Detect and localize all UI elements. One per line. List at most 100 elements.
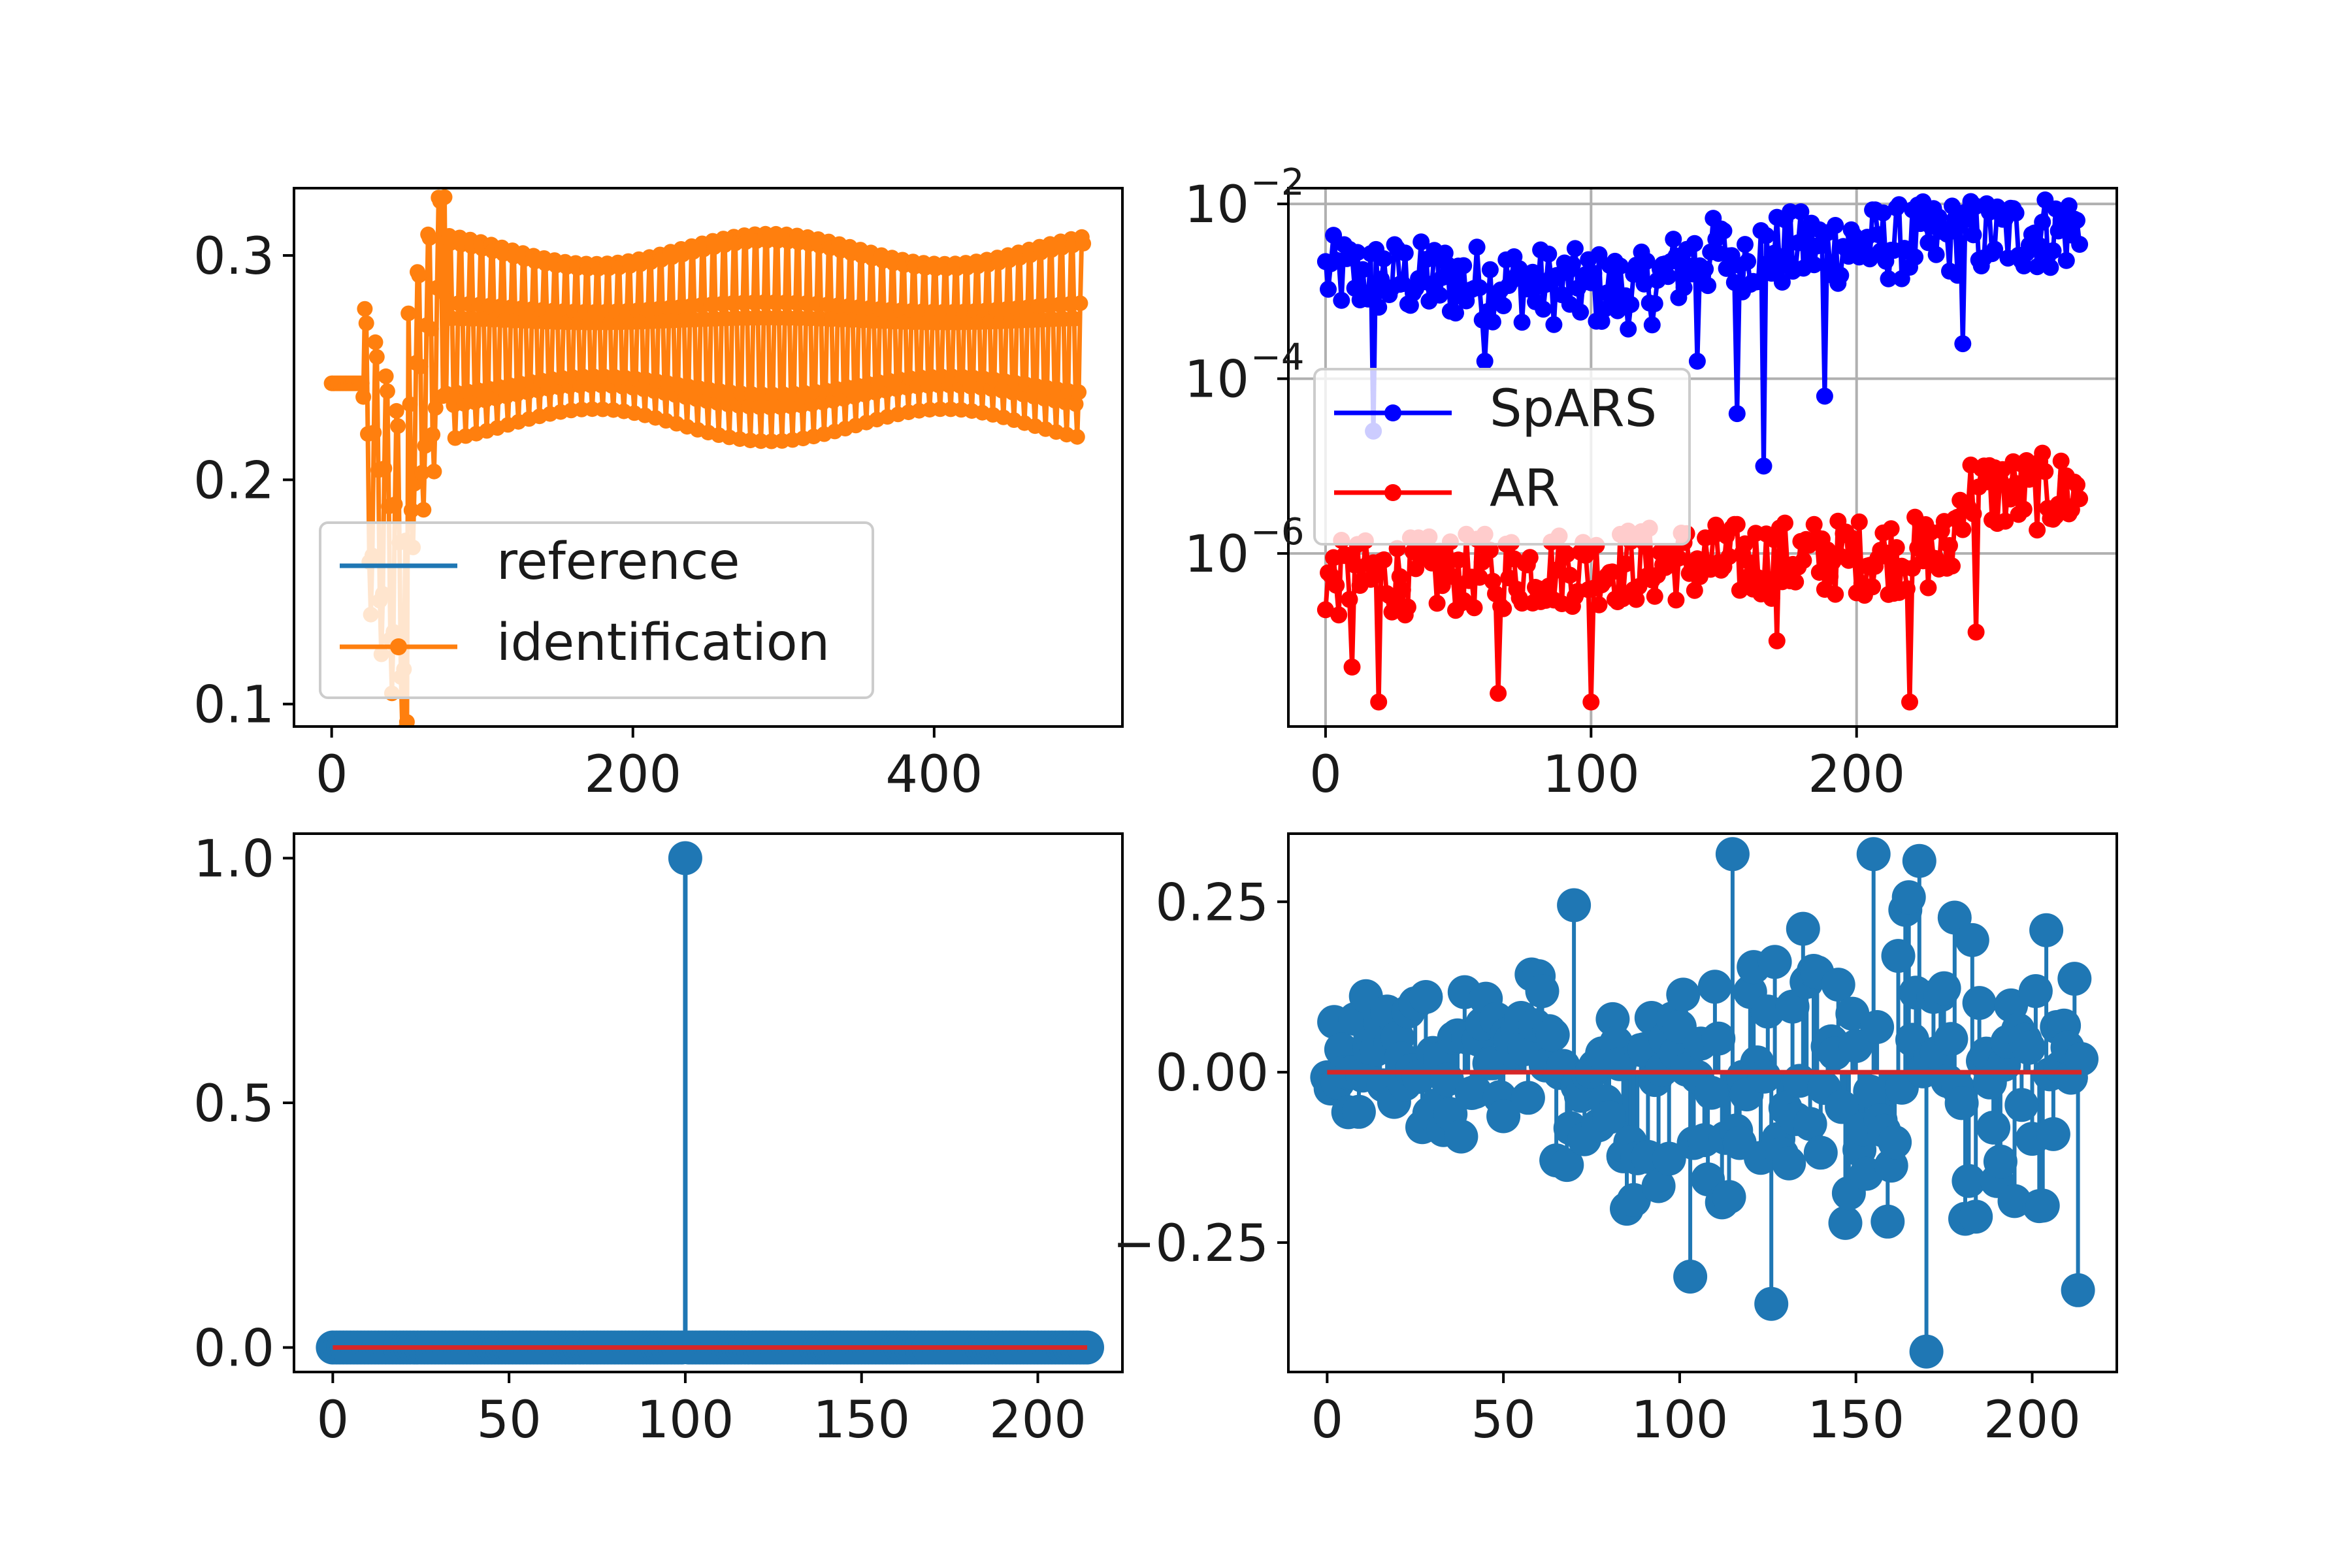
br-ytick-label: 0.25 — [1155, 874, 1269, 932]
ar-point — [1646, 587, 1663, 605]
ar-point — [1481, 542, 1499, 559]
ar-point — [2015, 500, 2033, 518]
spars-point — [1728, 405, 1746, 423]
legend-label-spars: SpARS — [1490, 380, 1657, 438]
spars-point — [1524, 263, 1541, 281]
ar-point — [1720, 547, 1738, 565]
ar-point — [2007, 475, 2025, 493]
ar-point — [1328, 576, 1345, 594]
spars-point — [1959, 210, 1977, 228]
spars-point — [1686, 235, 1703, 252]
stem-marker — [1891, 880, 1926, 915]
identification-point — [417, 438, 433, 454]
ar-point — [1436, 552, 1454, 570]
stem-marker — [1701, 1021, 1736, 1056]
spars-point — [1396, 244, 1414, 262]
spars-point — [1545, 316, 1563, 333]
ar-point — [1805, 515, 1823, 533]
spars-point — [1816, 387, 1833, 405]
stem-marker — [1409, 980, 1443, 1014]
tr-ytick-exponent: −6 — [1250, 511, 1305, 553]
spars-point — [1757, 227, 1775, 244]
identification-point — [399, 714, 415, 727]
spars-point — [1954, 335, 1972, 353]
ar-point — [2071, 490, 2089, 508]
spars-point — [1813, 237, 1831, 254]
ar-point — [1603, 563, 1621, 581]
identification-point — [367, 334, 384, 350]
ar-point — [1901, 693, 1918, 711]
stem-marker — [1955, 923, 1989, 957]
ar-point — [1864, 578, 1882, 596]
stem-marker — [1959, 1200, 1993, 1234]
spars-point — [1773, 273, 1791, 291]
stem-marker — [1934, 1022, 1968, 1056]
stem-marker — [1666, 977, 1701, 1012]
stem-marker — [1712, 1180, 1746, 1215]
panel-bottom-left: 0 50 100 150 200 0.0 0.5 1.0 — [193, 830, 1124, 1450]
spars-point — [1718, 259, 1735, 277]
ar-point — [1548, 561, 1565, 579]
identification-point — [436, 189, 453, 205]
stem-marker — [2012, 1030, 2046, 1065]
ar-point — [1394, 581, 1411, 598]
identification-point — [1068, 396, 1084, 412]
stem-marker — [1550, 1148, 1584, 1183]
ar-point — [1590, 596, 1608, 613]
panel-bottom-right: 0 50 100 150 200 −0.25 0.00 0.25 — [1113, 832, 2118, 1450]
stem-marker — [1786, 911, 1820, 946]
stem-marker — [1803, 1135, 1838, 1170]
br-ytick-label: −0.25 — [1113, 1215, 1269, 1273]
ar-point — [1919, 579, 1937, 596]
ar-point — [1558, 546, 1576, 563]
ar-point — [2036, 463, 2054, 480]
identification-point — [412, 359, 429, 374]
spars-point — [1938, 225, 1955, 243]
spars-point — [1609, 302, 1626, 319]
ar-point — [1944, 557, 1961, 575]
spars-point — [2042, 259, 2059, 276]
stem-marker — [1856, 837, 1891, 872]
spars-point — [1638, 252, 1656, 270]
stem-marker — [1557, 888, 1592, 923]
spars-point — [1563, 255, 1581, 273]
stem-marker — [1927, 971, 1961, 1005]
spars-point — [1927, 246, 1945, 263]
spars-point — [2044, 242, 2062, 259]
ar-point — [1686, 581, 1703, 599]
ar-point — [1954, 521, 1972, 538]
spars-point — [1906, 248, 1924, 266]
identification-point — [425, 427, 441, 443]
spars-point — [1566, 240, 1584, 257]
ar-point — [2029, 521, 2046, 539]
identification-point — [1069, 429, 1085, 445]
spars-point — [2068, 212, 2085, 229]
stem-marker — [1747, 1059, 1782, 1094]
ar-point — [1670, 549, 1688, 567]
legend-label-reference: reference — [497, 532, 740, 591]
stem-marker — [1444, 1119, 1478, 1154]
br-xtick-label: 0 — [1311, 1391, 1344, 1450]
stem-marker — [1673, 1260, 1708, 1294]
ar-point — [1577, 547, 1595, 564]
identification-point — [366, 425, 382, 441]
stem-marker — [1870, 1204, 1905, 1239]
bl-xtick-label: 0 — [317, 1391, 350, 1450]
stem-marker — [2036, 1117, 2070, 1151]
identification-point — [411, 267, 427, 284]
spars-point — [1535, 301, 1552, 318]
spars-point — [1333, 291, 1350, 309]
spars-point — [1540, 245, 1558, 263]
stem-marker — [2004, 1088, 2039, 1122]
spars-point — [1585, 265, 1603, 282]
ar-point — [1965, 505, 1982, 523]
spars-point — [1413, 233, 1430, 251]
stem-marker — [1976, 1110, 2011, 1145]
stem-marker — [1341, 1094, 1376, 1129]
ar-point — [1898, 580, 1916, 598]
spars-point — [1688, 352, 1706, 370]
residual-stem-series — [1310, 837, 2099, 1369]
spars-point — [1750, 273, 1767, 291]
